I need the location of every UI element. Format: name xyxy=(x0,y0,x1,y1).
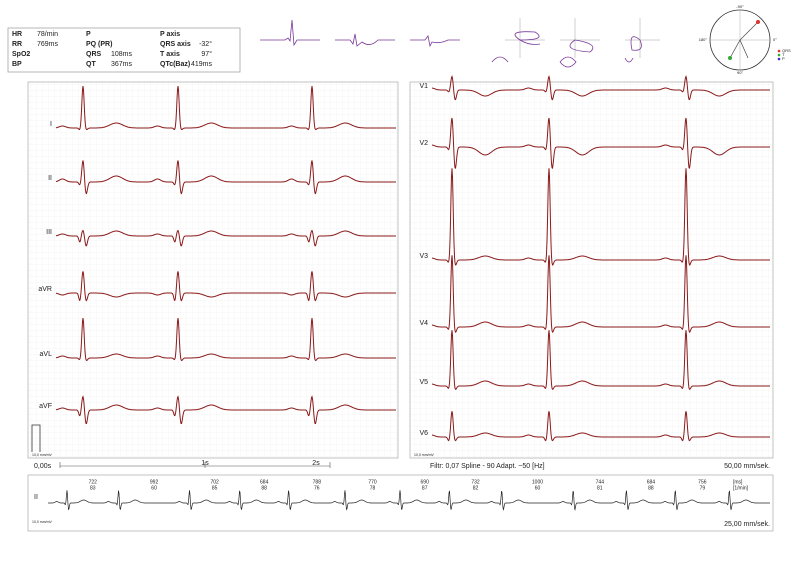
measurement-label: QT xyxy=(86,61,96,68)
heart-rate: 88 xyxy=(648,485,654,491)
rr-interval: 992 xyxy=(150,479,159,485)
measurement-value: 108ms xyxy=(111,51,133,58)
heart-rate: 85 xyxy=(212,485,218,491)
waveform xyxy=(431,75,770,101)
lead-label: V1 xyxy=(419,83,428,90)
waveform xyxy=(56,271,396,302)
heart-rate: 88 xyxy=(261,485,267,491)
axis-label: 0° xyxy=(773,37,777,42)
time-scale xyxy=(59,462,331,468)
rr-interval: 684 xyxy=(260,479,269,485)
rr-interval: 788 xyxy=(313,479,322,485)
lead-label: aVF xyxy=(39,403,52,410)
legend-label: QRS xyxy=(782,48,791,53)
waveform xyxy=(431,168,770,266)
waveform xyxy=(48,490,770,511)
lead-label: V5 xyxy=(419,379,428,386)
waveform xyxy=(431,411,770,442)
waveform xyxy=(56,395,396,425)
rr-interval: 756 xyxy=(698,479,707,485)
limb-panel xyxy=(27,81,399,459)
axis-label: 180° xyxy=(699,37,708,42)
heart-rate: 83 xyxy=(90,485,96,491)
calibration-pulse xyxy=(31,424,41,452)
lead-label: I xyxy=(50,121,52,128)
rr-interval: 732 xyxy=(471,479,480,485)
waveform xyxy=(431,117,770,170)
measurement-value: 419ms xyxy=(191,61,213,68)
lead-label: aVR xyxy=(38,286,52,293)
lead-label: V2 xyxy=(419,140,428,147)
calibration: 10,0 mm/mV xyxy=(32,520,53,524)
heart-rate: 76 xyxy=(314,485,320,491)
heart-rate: 82 xyxy=(473,485,479,491)
heart-rate: 60 xyxy=(535,485,541,491)
rr-interval: 702 xyxy=(210,479,219,485)
waveform xyxy=(56,86,396,131)
lead-label: V4 xyxy=(419,320,428,327)
rr-interval: 770 xyxy=(368,479,377,485)
measurement-label: QTc(Baz) xyxy=(160,61,190,68)
lead-label: II xyxy=(48,175,52,182)
calibration: 10,0 mm/mV xyxy=(414,453,435,457)
time-label: 0,00s xyxy=(34,463,52,470)
heart-rate: 87 xyxy=(422,485,428,491)
measurement-value: -32° xyxy=(199,40,212,48)
rr-interval: 1000 xyxy=(532,479,543,485)
axis-label: 90° xyxy=(737,70,743,75)
axis-circle: -90° 180° 0° 90° QRS T P xyxy=(699,4,791,75)
waveform xyxy=(431,255,770,333)
median-beats xyxy=(260,19,460,48)
heart-rate: 60 xyxy=(151,485,157,491)
rr-interval: 722 xyxy=(89,479,98,485)
chest-panel xyxy=(409,81,774,459)
measurement-value: 97° xyxy=(201,50,212,58)
measurement-label: P xyxy=(86,31,91,38)
legend-label: T xyxy=(782,52,785,57)
waveform xyxy=(56,318,396,362)
waveform xyxy=(55,160,396,195)
speed: 50,00 mm/sek. xyxy=(724,463,770,470)
heart-rate: 79 xyxy=(700,485,706,491)
lead-label: III xyxy=(46,229,52,236)
rhythm-lead: II xyxy=(34,494,38,501)
waveform xyxy=(431,330,770,390)
time-label: 2s xyxy=(312,460,320,467)
rr-interval: 744 xyxy=(596,479,605,485)
axis-label: -90° xyxy=(736,4,744,9)
calibration: 10,0 mm/mV xyxy=(32,453,53,457)
heart-rate: 81 xyxy=(597,485,603,491)
measurement-value: 769ms xyxy=(37,41,59,48)
rr-interval: 684 xyxy=(647,479,656,485)
legend-label: P xyxy=(782,56,785,61)
rr-interval: 690 xyxy=(421,479,430,485)
heart-rate: 78 xyxy=(370,485,376,491)
measurement-label: T axis xyxy=(160,51,180,58)
lead-label: aVL xyxy=(40,351,53,358)
measurement-label: QRS axis xyxy=(160,41,191,48)
measurement-box xyxy=(7,27,241,73)
lead-label: V6 xyxy=(419,430,428,437)
measurement-label: RR xyxy=(12,41,22,48)
rhythm-unit: [1/min] xyxy=(733,485,749,491)
measurement-value: 367ms xyxy=(111,61,133,68)
measurement-label: SpO2 xyxy=(12,51,30,58)
measurement-label: PQ (PR) xyxy=(86,41,112,48)
vector-loops xyxy=(491,18,660,68)
time-label: 1s xyxy=(201,460,209,467)
measurement-label: QRS xyxy=(86,51,102,58)
lead-label: V3 xyxy=(419,253,428,260)
filter: Filtr: 0,07 Spline - 90 Adapt. ~50 [Hz] xyxy=(430,463,545,470)
measurement-value: 78/min xyxy=(37,31,58,38)
measurement-label: BP xyxy=(12,61,22,68)
measurement-label: P axis xyxy=(160,31,180,38)
rhythm-speed: 25,00 mm/sek. xyxy=(724,521,770,528)
waveform xyxy=(56,229,396,247)
rhythm-unit: [ms] xyxy=(733,479,743,485)
measurement-label: HR xyxy=(12,31,22,38)
